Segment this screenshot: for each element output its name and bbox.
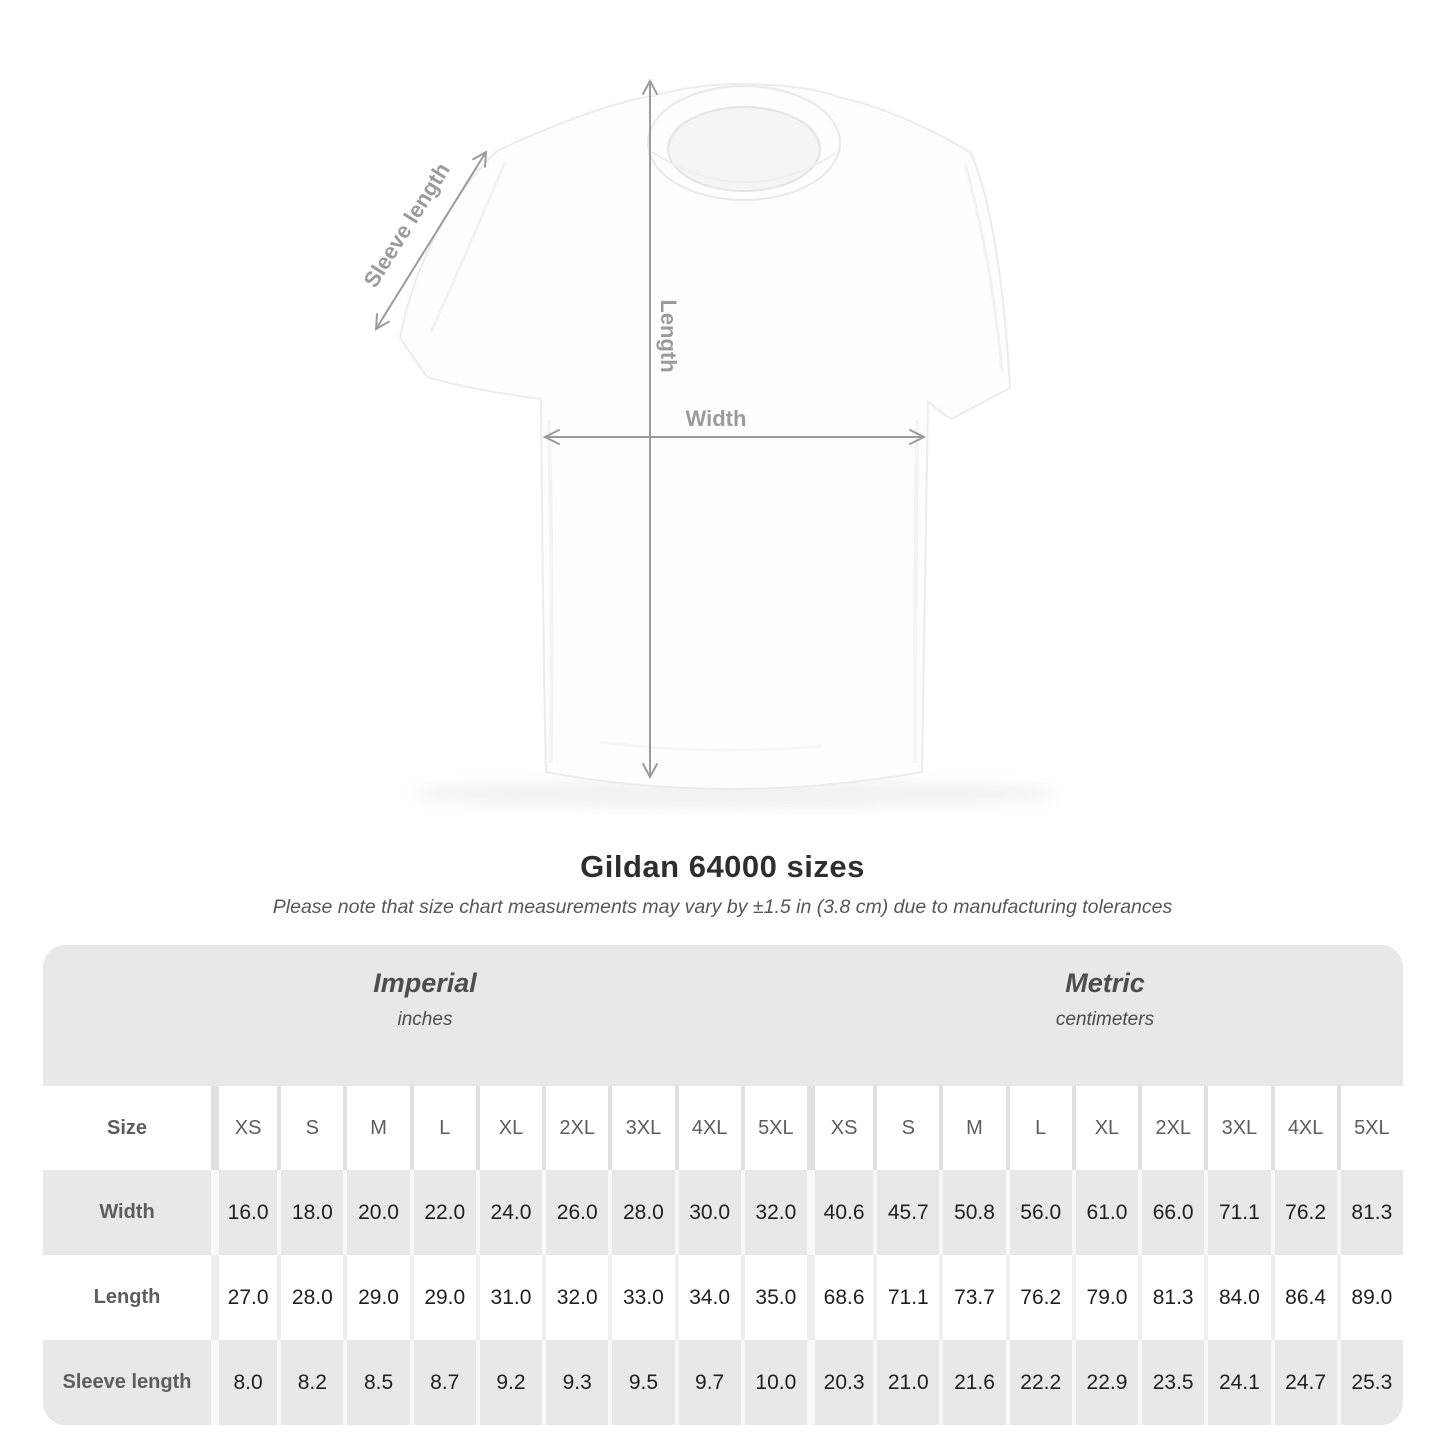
table-row-sleeve-length: Sleeve length 8.0 8.2 8.5 8.7 9.2 9.3 9.5 9.7 10.… <box>43 1340 1403 1425</box>
size-header-imperial-m: M <box>343 1086 410 1170</box>
value-cell: 81.3 <box>1336 1170 1403 1255</box>
page-title: Gildan 64000 sizes <box>580 849 865 884</box>
value-cell: 24.1 <box>1204 1340 1271 1425</box>
size-header-imperial-xs: XS <box>211 1086 278 1170</box>
size-header-metric-l: L <box>1005 1086 1072 1170</box>
value-cell: 29.0 <box>409 1255 476 1340</box>
value-cell: 76.2 <box>1270 1170 1337 1255</box>
value-cell: 8.0 <box>211 1340 278 1425</box>
value-cell: 40.6 <box>806 1170 874 1255</box>
value-cell: 27.0 <box>211 1255 278 1340</box>
value-cell: 18.0 <box>277 1170 344 1255</box>
value-cell: 9.3 <box>542 1340 609 1425</box>
value-cell: 32.0 <box>542 1255 609 1340</box>
value-cell: 71.1 <box>1204 1170 1271 1255</box>
value-cell: 35.0 <box>740 1255 807 1340</box>
row-label: Sleeve length <box>43 1340 211 1425</box>
imperial-title: Imperial <box>373 968 477 998</box>
value-cell: 61.0 <box>1071 1170 1139 1255</box>
tolerance-note: Please note that size chart measurements… <box>272 896 1173 918</box>
size-header-imperial-3xl: 3XL <box>608 1086 675 1170</box>
value-cell: 26.0 <box>542 1170 609 1255</box>
size-header-metric-xs: XS <box>806 1086 874 1170</box>
value-cell: 21.0 <box>873 1340 940 1425</box>
table-row-length: Length 27.0 28.0 29.0 29.0 31.0 32.0 33.0 34.0 35… <box>43 1255 1403 1340</box>
size-table-container: Imperial inches Metric centimeters Size … <box>43 945 1403 1425</box>
value-cell: 66.0 <box>1138 1170 1205 1255</box>
value-cell: 22.2 <box>1005 1340 1072 1425</box>
size-header-metric-4xl: 4XL <box>1270 1086 1337 1170</box>
value-cell: 21.6 <box>939 1340 1006 1425</box>
size-header-imperial-l: L <box>409 1086 476 1170</box>
metric-header: Metric centimeters <box>806 945 1403 1086</box>
size-header-metric-5xl: 5XL <box>1336 1086 1403 1170</box>
shirt-shadow <box>409 780 1059 808</box>
size-header-metric-s: S <box>873 1086 940 1170</box>
size-header-imperial-5xl: 5XL <box>740 1086 807 1170</box>
width-label: Width <box>686 406 747 431</box>
length-label: Length <box>656 299 681 372</box>
value-cell: 32.0 <box>740 1170 807 1255</box>
value-cell: 34.0 <box>674 1255 741 1340</box>
value-cell: 8.5 <box>343 1340 410 1425</box>
length-arrow <box>642 78 658 780</box>
value-cell: 86.4 <box>1270 1255 1337 1340</box>
value-cell: 71.1 <box>873 1255 940 1340</box>
value-cell: 31.0 <box>475 1255 543 1340</box>
size-header-metric-xl: XL <box>1071 1086 1139 1170</box>
value-cell: 73.7 <box>939 1255 1006 1340</box>
table-row-width: Width 16.0 18.0 20.0 22.0 24.0 26.0 28.0 30.0 32.… <box>43 1170 1403 1255</box>
value-cell: 8.7 <box>409 1340 476 1425</box>
value-cell: 23.5 <box>1138 1340 1205 1425</box>
size-header-metric-2xl: 2XL <box>1138 1086 1205 1170</box>
size-header-row: Size XS S M L XL 2XL 3XL 4XL 5XL XS S M L XL 2XL 3XL 4XL… <box>43 1086 1403 1170</box>
value-cell: 30.0 <box>674 1170 741 1255</box>
imperial-header: Imperial inches <box>43 945 807 1086</box>
tshirt-diagram: Sleeve length Length Width <box>358 78 1059 808</box>
size-header-imperial-4xl: 4XL <box>674 1086 741 1170</box>
value-cell: 22.0 <box>409 1170 476 1255</box>
value-cell: 56.0 <box>1005 1170 1072 1255</box>
value-cell: 20.3 <box>806 1340 874 1425</box>
value-cell: 84.0 <box>1204 1255 1271 1340</box>
metric-subtitle: centimeters <box>1055 1009 1155 1030</box>
imperial-subtitle: inches <box>397 1009 453 1030</box>
size-header-imperial-s: S <box>277 1086 344 1170</box>
value-cell: 9.2 <box>475 1340 543 1425</box>
size-header-metric-m: M <box>939 1086 1006 1170</box>
value-cell: 22.9 <box>1071 1340 1139 1425</box>
value-cell: 16.0 <box>211 1170 278 1255</box>
value-cell: 76.2 <box>1005 1255 1072 1340</box>
value-cell: 29.0 <box>343 1255 410 1340</box>
value-cell: 8.2 <box>277 1340 344 1425</box>
value-cell: 24.0 <box>475 1170 543 1255</box>
value-cell: 20.0 <box>343 1170 410 1255</box>
value-cell: 79.0 <box>1071 1255 1139 1340</box>
value-cell: 33.0 <box>608 1255 675 1340</box>
value-cell: 50.8 <box>939 1170 1006 1255</box>
size-header-imperial-xl: XL <box>475 1086 543 1170</box>
value-cell: 81.3 <box>1138 1255 1205 1340</box>
row-label: Width <box>43 1170 211 1255</box>
sleeve-length-arrow <box>374 150 488 331</box>
size-table: Imperial inches Metric centimeters Size … <box>43 945 1403 1425</box>
size-header-imperial-2xl: 2XL <box>542 1086 609 1170</box>
unit-header-row: Imperial inches Metric centimeters <box>43 945 1403 1086</box>
size-column-label: Size <box>43 1086 211 1170</box>
value-cell: 9.7 <box>674 1340 741 1425</box>
value-cell: 10.0 <box>740 1340 807 1425</box>
value-cell: 9.5 <box>608 1340 675 1425</box>
value-cell: 89.0 <box>1336 1255 1403 1340</box>
metric-title: Metric <box>1065 968 1145 998</box>
value-cell: 68.6 <box>806 1255 874 1340</box>
width-arrow <box>542 429 927 445</box>
row-label: Length <box>43 1255 211 1340</box>
value-cell: 28.0 <box>277 1255 344 1340</box>
value-cell: 45.7 <box>873 1170 940 1255</box>
size-header-metric-3xl: 3XL <box>1204 1086 1271 1170</box>
value-cell: 25.3 <box>1336 1340 1403 1425</box>
value-cell: 24.7 <box>1270 1340 1337 1425</box>
value-cell: 28.0 <box>608 1170 675 1255</box>
